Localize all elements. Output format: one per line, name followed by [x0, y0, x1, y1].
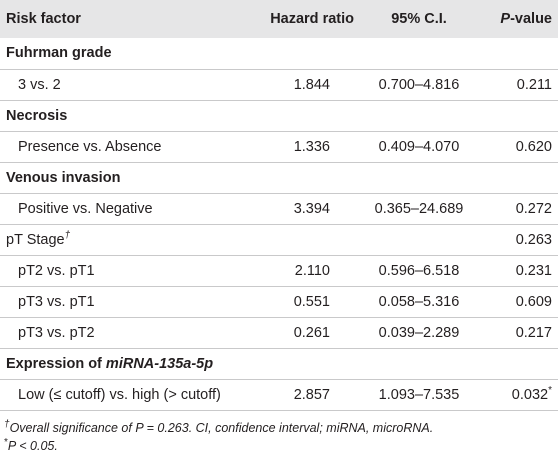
row-label-text: Low (≤ cutoff) vs. high (> cutoff)	[18, 386, 221, 403]
confidence-interval-cell: 0.409–4.070	[360, 131, 478, 163]
hazard-ratio-cell: 0.551	[250, 286, 360, 318]
row-label-text: Fuhrman grade	[6, 45, 112, 62]
hazard-ratio-cell: 2.110	[250, 255, 360, 287]
row-label: pT Stage†	[0, 224, 250, 256]
header-hazard-ratio: Hazard ratio	[250, 0, 360, 38]
row-label: Expression of miRNA-135a-5p	[0, 348, 250, 380]
row-label: Fuhrman grade	[0, 38, 250, 70]
row-label: pT3 vs. pT1	[0, 286, 250, 318]
p-value-text: 0.263	[515, 231, 552, 248]
p-value-cell: 0.231	[478, 255, 558, 287]
row-label-text: Expression of	[6, 355, 106, 372]
table-row: Expression of miRNA-135a-5p	[0, 348, 558, 380]
dagger-mark: †	[64, 229, 71, 241]
hazard-ratio-cell: 1.336	[250, 131, 360, 163]
p-value-text: 0.217	[515, 324, 552, 341]
p-value-cell: 0.032*	[478, 379, 558, 411]
confidence-interval-cell: 1.093–7.535	[360, 379, 478, 411]
confidence-interval-cell: 0.700–4.816	[360, 69, 478, 101]
confidence-interval-cell	[360, 348, 478, 380]
header-risk-factor: Risk factor	[0, 0, 250, 38]
hazard-ratio-cell	[250, 100, 360, 132]
table-row: Venous invasion	[0, 162, 558, 194]
confidence-interval-cell	[360, 224, 478, 256]
confidence-interval-cell: 0.365–24.689	[360, 193, 478, 225]
row-label-text: 3 vs. 2	[18, 76, 61, 93]
hazard-ratio-cell: 2.857	[250, 379, 360, 411]
header-p-suffix: -value	[510, 11, 552, 27]
p-value-text: 0.609	[515, 293, 552, 310]
p-value-text: 0.211	[516, 76, 552, 93]
row-label-text: pT3 vs. pT2	[18, 324, 95, 341]
row-label: Venous invasion	[0, 162, 250, 194]
footnote-overall-text: Overall significance of P = 0.263. CI, c…	[9, 420, 434, 435]
confidence-interval-cell: 0.058–5.316	[360, 286, 478, 318]
p-value-cell: 0.217	[478, 317, 558, 349]
p-value-text: 0.272	[515, 200, 552, 217]
row-label: Presence vs. Absence	[0, 131, 250, 163]
row-label: Positive vs. Negative	[0, 193, 250, 225]
p-value-cell: 0.272	[478, 193, 558, 225]
table-row: pT Stage† 0.263	[0, 224, 558, 256]
hazard-ratio-cell	[250, 224, 360, 256]
p-value-cell	[478, 100, 558, 132]
p-value-cell	[478, 348, 558, 380]
row-label-text: pT Stage	[6, 231, 65, 248]
row-label-italic: miRNA-135a-5p	[105, 355, 214, 372]
table-body: Fuhrman grade 3 vs. 2 1.844 0.700–4.816 0.21…	[0, 38, 558, 411]
p-value-cell: 0.263	[478, 224, 558, 256]
significance-asterisk: *	[548, 384, 552, 396]
row-label: pT2 vs. pT1	[0, 255, 250, 287]
confidence-interval-cell	[360, 100, 478, 132]
header-confidence-interval: 95% C.I.	[360, 0, 478, 38]
p-value-cell: 0.609	[478, 286, 558, 318]
hazard-ratio-cell: 0.261	[250, 317, 360, 349]
row-label: Necrosis	[0, 100, 250, 132]
p-value-cell: 0.620	[478, 131, 558, 163]
footnote-significance-threshold: *P < 0.05.	[4, 437, 558, 455]
table-header-row: Risk factor Hazard ratio 95% C.I. P-valu…	[0, 0, 558, 38]
row-label-text: pT2 vs. pT1	[18, 262, 95, 279]
row-label: 3 vs. 2	[0, 69, 250, 101]
confidence-interval-cell	[360, 162, 478, 194]
row-label-text: Necrosis	[6, 107, 68, 124]
p-value-cell: 0.211	[478, 69, 558, 101]
row-label-text: Venous invasion	[6, 169, 121, 186]
confidence-interval-cell	[360, 38, 478, 70]
confidence-interval-cell: 0.039–2.289	[360, 317, 478, 349]
table-row: pT3 vs. pT2 0.261 0.039–2.289 0.217	[0, 317, 558, 349]
table-row: pT3 vs. pT1 0.551 0.058–5.316 0.609	[0, 286, 558, 318]
table-row: Positive vs. Negative 3.394 0.365–24.689 0.…	[0, 193, 558, 225]
p-value-cell	[478, 162, 558, 194]
hazard-ratio-cell: 1.844	[250, 69, 360, 101]
footnote-threshold-text: P < 0.05.	[7, 438, 58, 453]
hazard-ratio-table: Risk factor Hazard ratio 95% C.I. P-valu…	[0, 0, 558, 411]
footnote-overall-significance: †Overall significance of P = 0.263. CI, …	[4, 419, 558, 437]
p-value-text: 0.032	[511, 386, 549, 403]
p-value-text: 0.231	[515, 262, 552, 279]
table-row: 3 vs. 2 1.844 0.700–4.816 0.211	[0, 69, 558, 101]
header-p-value: P-value	[478, 0, 558, 38]
hazard-ratio-cell	[250, 38, 360, 70]
row-label: Low (≤ cutoff) vs. high (> cutoff)	[0, 379, 250, 411]
p-value-cell	[478, 38, 558, 70]
p-value-text: 0.620	[515, 138, 552, 155]
table-row: Fuhrman grade	[0, 38, 558, 70]
table-row: Presence vs. Absence 1.336 0.409–4.070 0.62…	[0, 131, 558, 163]
table-row: Low (≤ cutoff) vs. high (> cutoff) 2.857 1…	[0, 379, 558, 411]
header-p-letter: P	[500, 11, 511, 27]
table-row: pT2 vs. pT1 2.110 0.596–6.518 0.231	[0, 255, 558, 287]
row-label-text: pT3 vs. pT1	[18, 293, 95, 310]
hazard-ratio-cell: 3.394	[250, 193, 360, 225]
confidence-interval-cell: 0.596–6.518	[360, 255, 478, 287]
hazard-ratio-cell	[250, 348, 360, 380]
row-label-text: Positive vs. Negative	[18, 200, 153, 217]
row-label-text: Presence vs. Absence	[18, 138, 162, 155]
hazard-ratio-cell	[250, 162, 360, 194]
row-label: pT3 vs. pT2	[0, 317, 250, 349]
table-row: Necrosis	[0, 100, 558, 132]
table-footnotes: †Overall significance of P = 0.263. CI, …	[0, 411, 558, 455]
